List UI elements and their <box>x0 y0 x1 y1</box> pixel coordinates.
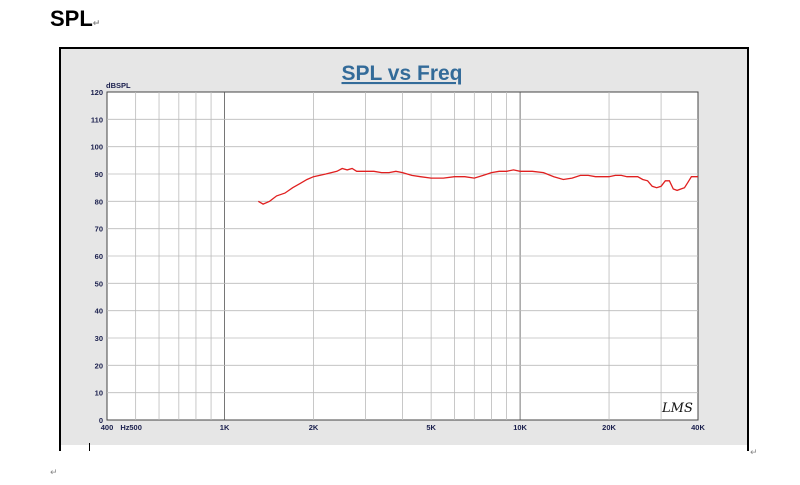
lms-logo: LMS <box>661 401 693 416</box>
y-tick-label: 80 <box>95 197 103 206</box>
paragraph-mark-bottom: ↵ <box>50 468 58 478</box>
paragraph-mark-right: ↵ <box>750 448 758 458</box>
grid-lines <box>107 92 698 420</box>
y-tick-label: 120 <box>90 88 103 97</box>
heading-text: SPL <box>50 6 93 31</box>
x-tick-label: 10K <box>513 423 527 432</box>
y-tick-label: 90 <box>95 170 103 179</box>
x-tick-label: 40K <box>691 423 705 432</box>
chart-title: SPL vs Freq <box>342 62 463 85</box>
document-heading: SPL↵ <box>50 6 100 32</box>
x-tick-label: 1K <box>220 423 230 432</box>
tick-labels: 0 10 20 30 40 50 60 70 80 90 100 110 120 400 500 1K 2K 5K… <box>90 88 705 432</box>
y-tick-label: 10 <box>95 389 103 398</box>
y-tick-label: 40 <box>95 307 103 316</box>
x-tick-label: 5K <box>426 423 436 432</box>
y-tick-label: 100 <box>90 143 103 152</box>
x-tick-label: 20K <box>602 423 616 432</box>
x-axis-unit: Hz <box>120 423 129 432</box>
y-tick-label: 110 <box>91 115 103 124</box>
spl-series-line <box>257 167 698 205</box>
y-tick-label: 0 <box>99 416 103 425</box>
y-tick-label: 50 <box>95 279 103 288</box>
y-tick-label: 30 <box>95 334 103 343</box>
x-tick-label: 400 <box>101 423 114 432</box>
y-tick-label: 70 <box>95 225 103 234</box>
x-tick-label: 500 <box>129 423 142 432</box>
y-tick-label: 60 <box>95 252 103 261</box>
frame-bottom-box <box>59 443 749 451</box>
x-tick-label: 2K <box>309 423 319 432</box>
y-axis-unit: dBSPL <box>106 81 131 90</box>
paragraph-mark: ↵ <box>92 19 101 29</box>
y-tick-label: 20 <box>95 361 103 370</box>
